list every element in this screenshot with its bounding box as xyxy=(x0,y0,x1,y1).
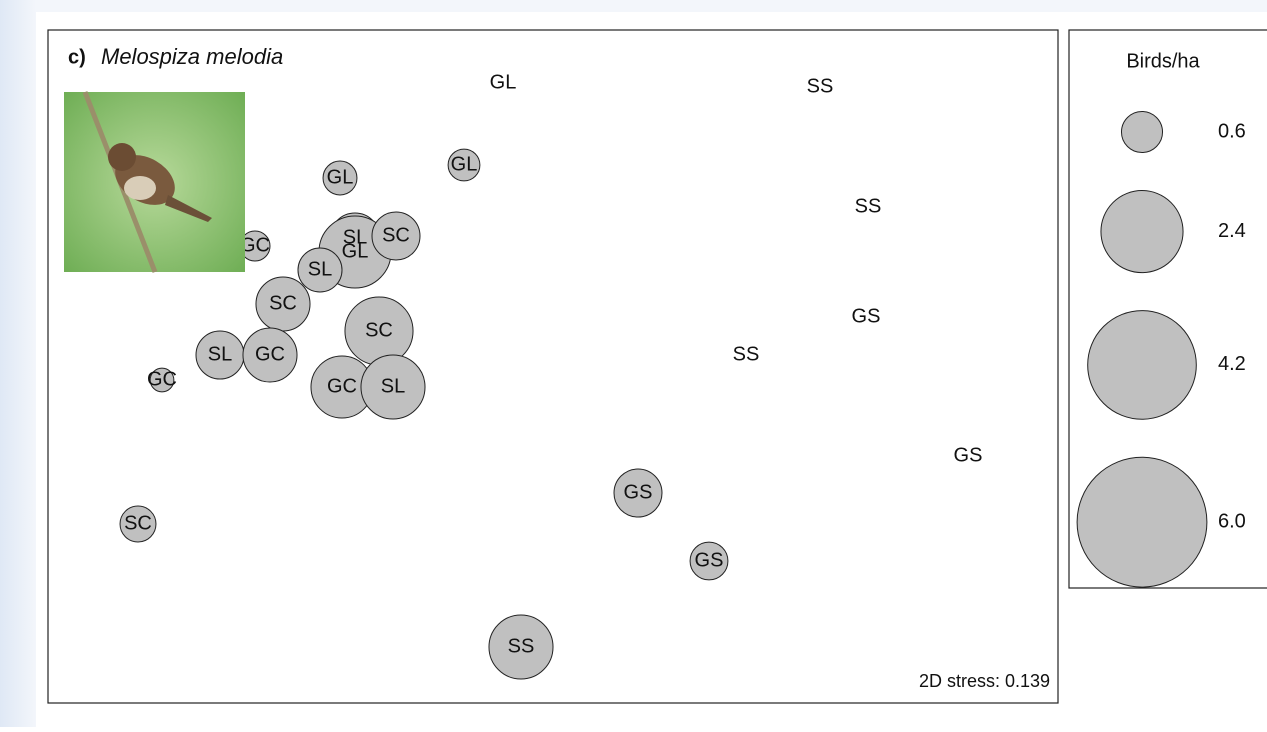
legend-bubble xyxy=(1076,456,1208,588)
chart-title: Melospiza melodia xyxy=(101,44,283,69)
legend-title: Birds/ha xyxy=(1126,50,1200,72)
point-label: GC xyxy=(255,343,285,365)
point-label: SC xyxy=(124,512,152,534)
point-label: GL xyxy=(490,71,517,93)
point-label: SC xyxy=(269,292,297,314)
annotation: 2D stress: 0.139 xyxy=(919,671,1050,691)
point-label: GL xyxy=(342,240,369,262)
point-label: GL xyxy=(327,166,354,188)
bubble xyxy=(242,327,298,383)
point-label: GS xyxy=(954,444,983,466)
points xyxy=(119,148,729,680)
legend-bubble xyxy=(1120,110,1164,154)
point-label: SS xyxy=(508,635,535,657)
point-label: SS xyxy=(855,195,882,217)
bubble xyxy=(360,354,426,420)
point-label: GS xyxy=(624,481,653,503)
point-label: SS xyxy=(807,75,834,97)
point-label: GC xyxy=(327,375,357,397)
legend-bubble xyxy=(1087,310,1197,420)
point-label: SC xyxy=(382,224,410,246)
bubble xyxy=(488,614,554,680)
legend-label: 6.0 xyxy=(1218,510,1246,532)
legend-label: 4.2 xyxy=(1218,353,1246,375)
bubble xyxy=(322,160,358,196)
panel-label: c) xyxy=(68,46,86,68)
legend-label: 0.6 xyxy=(1218,120,1246,142)
bird-photo xyxy=(64,91,245,273)
bubble xyxy=(149,367,175,393)
bubble xyxy=(447,148,481,182)
legend-label: 2.4 xyxy=(1218,220,1246,242)
bubble xyxy=(119,505,157,543)
point-label: GS xyxy=(852,305,881,327)
point-label: GC xyxy=(240,234,270,256)
bubble xyxy=(297,247,343,293)
point-label: SC xyxy=(365,319,393,341)
legend-bubble xyxy=(1100,190,1184,274)
point-label: SL xyxy=(308,258,332,280)
side-band xyxy=(0,0,36,727)
bubble xyxy=(371,211,421,261)
point-label: SL xyxy=(381,375,405,397)
bubble xyxy=(689,541,729,581)
top-band xyxy=(36,0,1267,12)
point-label: SL xyxy=(208,343,232,365)
point-label: SL xyxy=(343,226,367,248)
point-label: GC xyxy=(147,368,177,390)
bubble xyxy=(613,468,663,518)
point-label: GL xyxy=(451,153,478,175)
point-label: SS xyxy=(733,343,760,365)
point-label: GS xyxy=(695,549,724,571)
